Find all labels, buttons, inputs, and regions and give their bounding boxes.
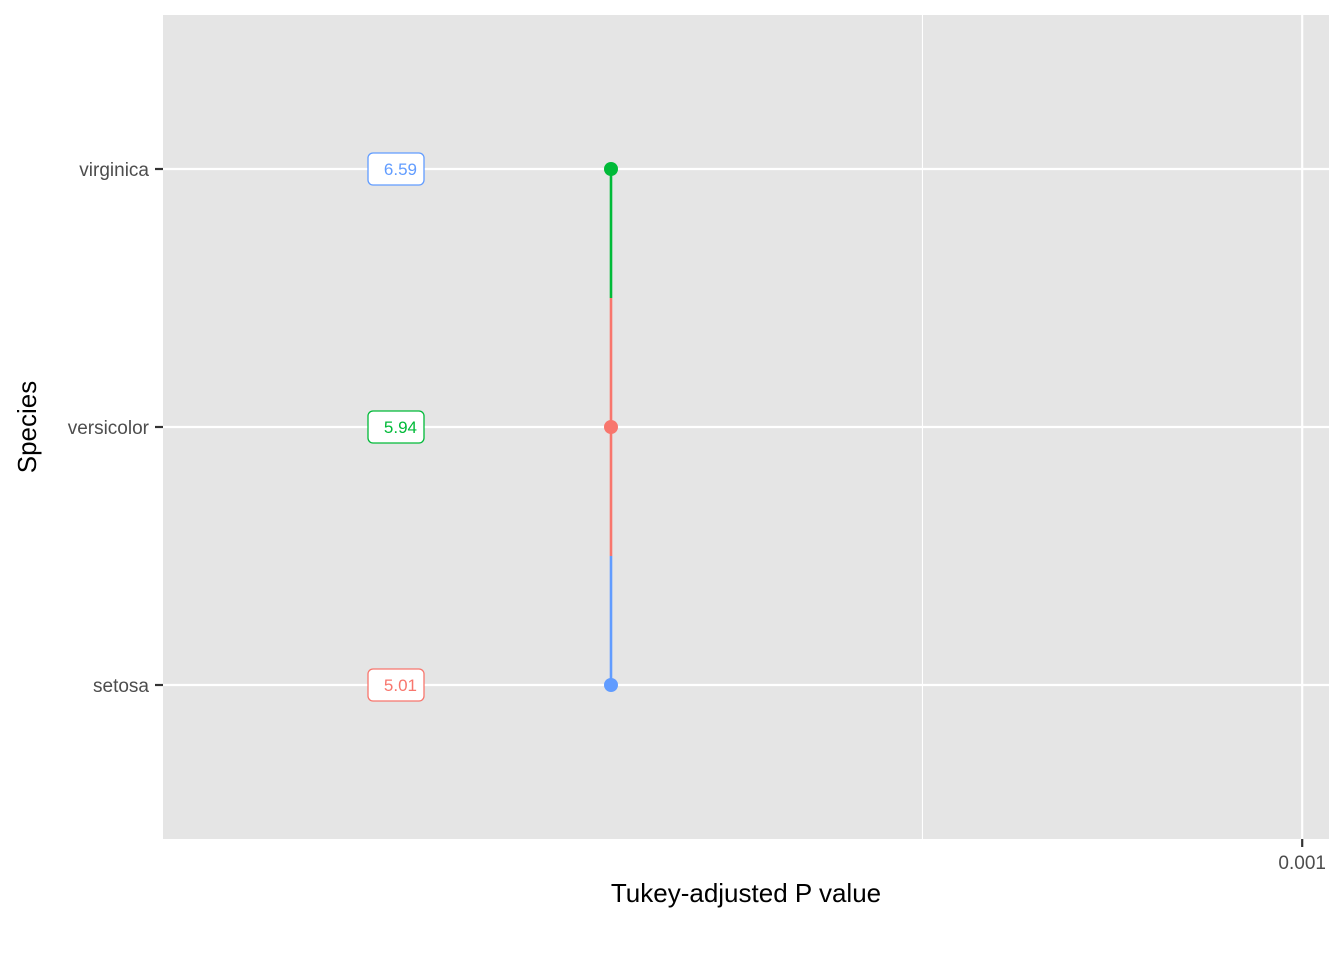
y-tick-label-versicolor: versicolor (68, 418, 150, 439)
mean-points (604, 162, 618, 692)
axes: setosa versicolor virginica 0.001 (68, 160, 1326, 874)
data-label-setosa: 5.01 (367, 668, 425, 702)
data-label-box (367, 410, 425, 444)
data-label-text: 6.59 (384, 160, 417, 179)
y-tick-label-virginica: virginica (79, 160, 149, 181)
point-virginica (604, 162, 618, 176)
data-label-virginica: 6.59 (367, 152, 425, 186)
point-versicolor (604, 420, 618, 434)
y-axis-title: Species (12, 381, 42, 474)
point-setosa (604, 678, 618, 692)
x-tick-label: 0.001 (1278, 853, 1326, 874)
mean-labels: 5.01 5.94 6.59 (367, 152, 425, 702)
y-tick-label-setosa: setosa (93, 676, 149, 697)
data-label-box (367, 668, 425, 702)
data-label-text: 5.01 (384, 676, 417, 695)
grid-lines (163, 15, 1329, 839)
x-axis-title: Tukey-adjusted P value (611, 878, 881, 908)
data-label-versicolor: 5.94 (367, 410, 425, 444)
data-label-box (367, 152, 425, 186)
data-label-text: 5.94 (384, 418, 417, 437)
